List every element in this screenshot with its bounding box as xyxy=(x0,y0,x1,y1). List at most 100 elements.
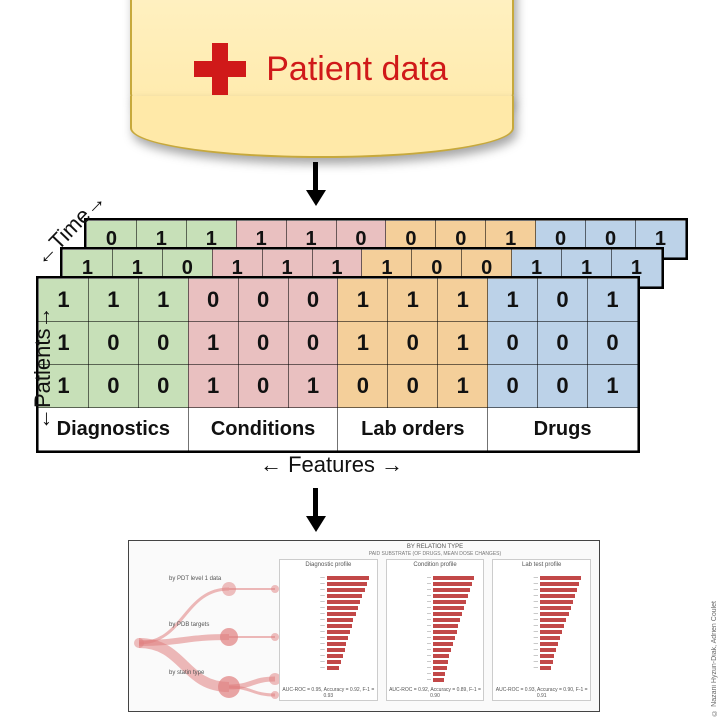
hbar-row: — xyxy=(284,611,373,616)
hbar-row: — xyxy=(284,617,373,622)
hbar-bar xyxy=(327,660,341,664)
hbar-row: — xyxy=(497,635,586,640)
hbar-row: — xyxy=(391,653,480,658)
cell: 0 xyxy=(238,322,288,365)
cell: 0 xyxy=(388,365,438,408)
hbar-label: — xyxy=(284,623,325,628)
cell: 0 xyxy=(238,279,288,322)
hbar-bar xyxy=(540,606,571,610)
hbar-label: — xyxy=(497,623,538,628)
category-label: Lab orders xyxy=(338,408,488,451)
hbar-label: — xyxy=(391,575,432,580)
hbar-label: — xyxy=(391,629,432,634)
hbar-row: — xyxy=(391,677,480,682)
hbar-label: — xyxy=(497,605,538,610)
screenshot-header: BY RELATION TYPE xyxy=(279,544,591,550)
hbar-row: — xyxy=(284,575,373,580)
hbar-bar xyxy=(327,624,352,628)
hbar-bar xyxy=(540,588,577,592)
hbar-bar xyxy=(433,636,454,640)
hbar-bar xyxy=(433,612,462,616)
hbar-label: — xyxy=(284,635,325,640)
panel-title: Diagnostic profile xyxy=(280,562,377,568)
cell: 1 xyxy=(338,322,388,365)
hbar-label: — xyxy=(497,629,538,634)
hbar-bar xyxy=(540,582,579,586)
hbar-label: — xyxy=(497,659,538,664)
cell: 1 xyxy=(338,279,388,322)
hbar-label: — xyxy=(497,611,538,616)
cell: 0 xyxy=(338,365,388,408)
panel-footer: AUC-ROC = 0.95, Accuracy = 0.92, F-1 = 0… xyxy=(280,687,377,699)
cell: 1 xyxy=(438,322,488,365)
category-label: Conditions xyxy=(188,408,338,451)
hbar-row: — xyxy=(391,617,480,622)
hbar-label: — xyxy=(391,593,432,598)
hbar-label: — xyxy=(284,575,325,580)
hbar-bar xyxy=(433,642,453,646)
hbar-bar xyxy=(327,606,358,610)
hbar-bar xyxy=(540,666,551,670)
hbar-bar xyxy=(540,594,575,598)
hbar-row: — xyxy=(391,593,480,598)
hbar-label: — xyxy=(391,581,432,586)
hbar-bar xyxy=(540,642,558,646)
hbar-label: — xyxy=(391,611,432,616)
panel-title: Condition profile xyxy=(387,562,484,568)
hbar-label: — xyxy=(497,665,538,670)
cell: 0 xyxy=(538,322,588,365)
cell: 1 xyxy=(587,279,637,322)
hbar-row: — xyxy=(284,599,373,604)
data-tensor: 0111100010011101111001111110001111011001… xyxy=(36,218,684,458)
category-label: Drugs xyxy=(488,408,638,451)
tensor-layer-front: 111000111101100100101000100101001001Diag… xyxy=(36,276,640,453)
cell: 1 xyxy=(438,279,488,322)
cell: 1 xyxy=(138,279,188,322)
hbar-bar xyxy=(327,600,361,604)
hbar-label: — xyxy=(497,641,538,646)
hbar-row: — xyxy=(391,659,480,664)
hbar-label: — xyxy=(391,647,432,652)
axis-label: ← Features → xyxy=(260,452,403,478)
hbar-label: — xyxy=(284,587,325,592)
hbar-row: — xyxy=(391,671,480,676)
hbar-row: — xyxy=(497,593,586,598)
hbar-bar xyxy=(540,600,573,604)
axis-label: ←Patients→ xyxy=(30,307,56,431)
tensor-table: 111000111101100100101000100101001001Diag… xyxy=(38,278,638,451)
hbar-row: — xyxy=(284,623,373,628)
cell: 0 xyxy=(388,322,438,365)
hbar-bar xyxy=(540,624,564,628)
hbar-label: — xyxy=(497,593,538,598)
arrow-down-icon xyxy=(313,162,315,196)
hbar-label: — xyxy=(391,677,432,682)
cell: 0 xyxy=(587,322,637,365)
hbar-label: — xyxy=(391,635,432,640)
hbar-row: — xyxy=(284,593,373,598)
hbar-bar xyxy=(327,618,354,622)
hbar-bar xyxy=(540,654,554,658)
hbar-bar xyxy=(540,630,562,634)
hbar-row: — xyxy=(284,581,373,586)
analysis-panel: Condition profile——————————————————AUC-R… xyxy=(386,559,485,701)
hbar-bar xyxy=(540,576,581,580)
panels: Diagnostic profile————————————————AUC-RO… xyxy=(279,559,591,701)
hbar-bar xyxy=(433,660,448,664)
hbar-label: — xyxy=(391,653,432,658)
cell: 0 xyxy=(538,279,588,322)
hbar-label: — xyxy=(284,641,325,646)
hbar-row: — xyxy=(284,605,373,610)
hbar-row: — xyxy=(497,599,586,604)
hbar-label: — xyxy=(284,647,325,652)
hbar-row: — xyxy=(497,659,586,664)
hbar-row: — xyxy=(497,653,586,658)
hbar-bar xyxy=(433,666,446,670)
hbar-bar xyxy=(327,630,350,634)
hbar-row: — xyxy=(391,665,480,670)
hbar-label: — xyxy=(497,575,538,580)
hbar-bar xyxy=(433,624,458,628)
hbar-row: — xyxy=(391,611,480,616)
hbar-bar xyxy=(433,594,468,598)
hbar-bar xyxy=(540,636,560,640)
hbar-label: — xyxy=(284,611,325,616)
